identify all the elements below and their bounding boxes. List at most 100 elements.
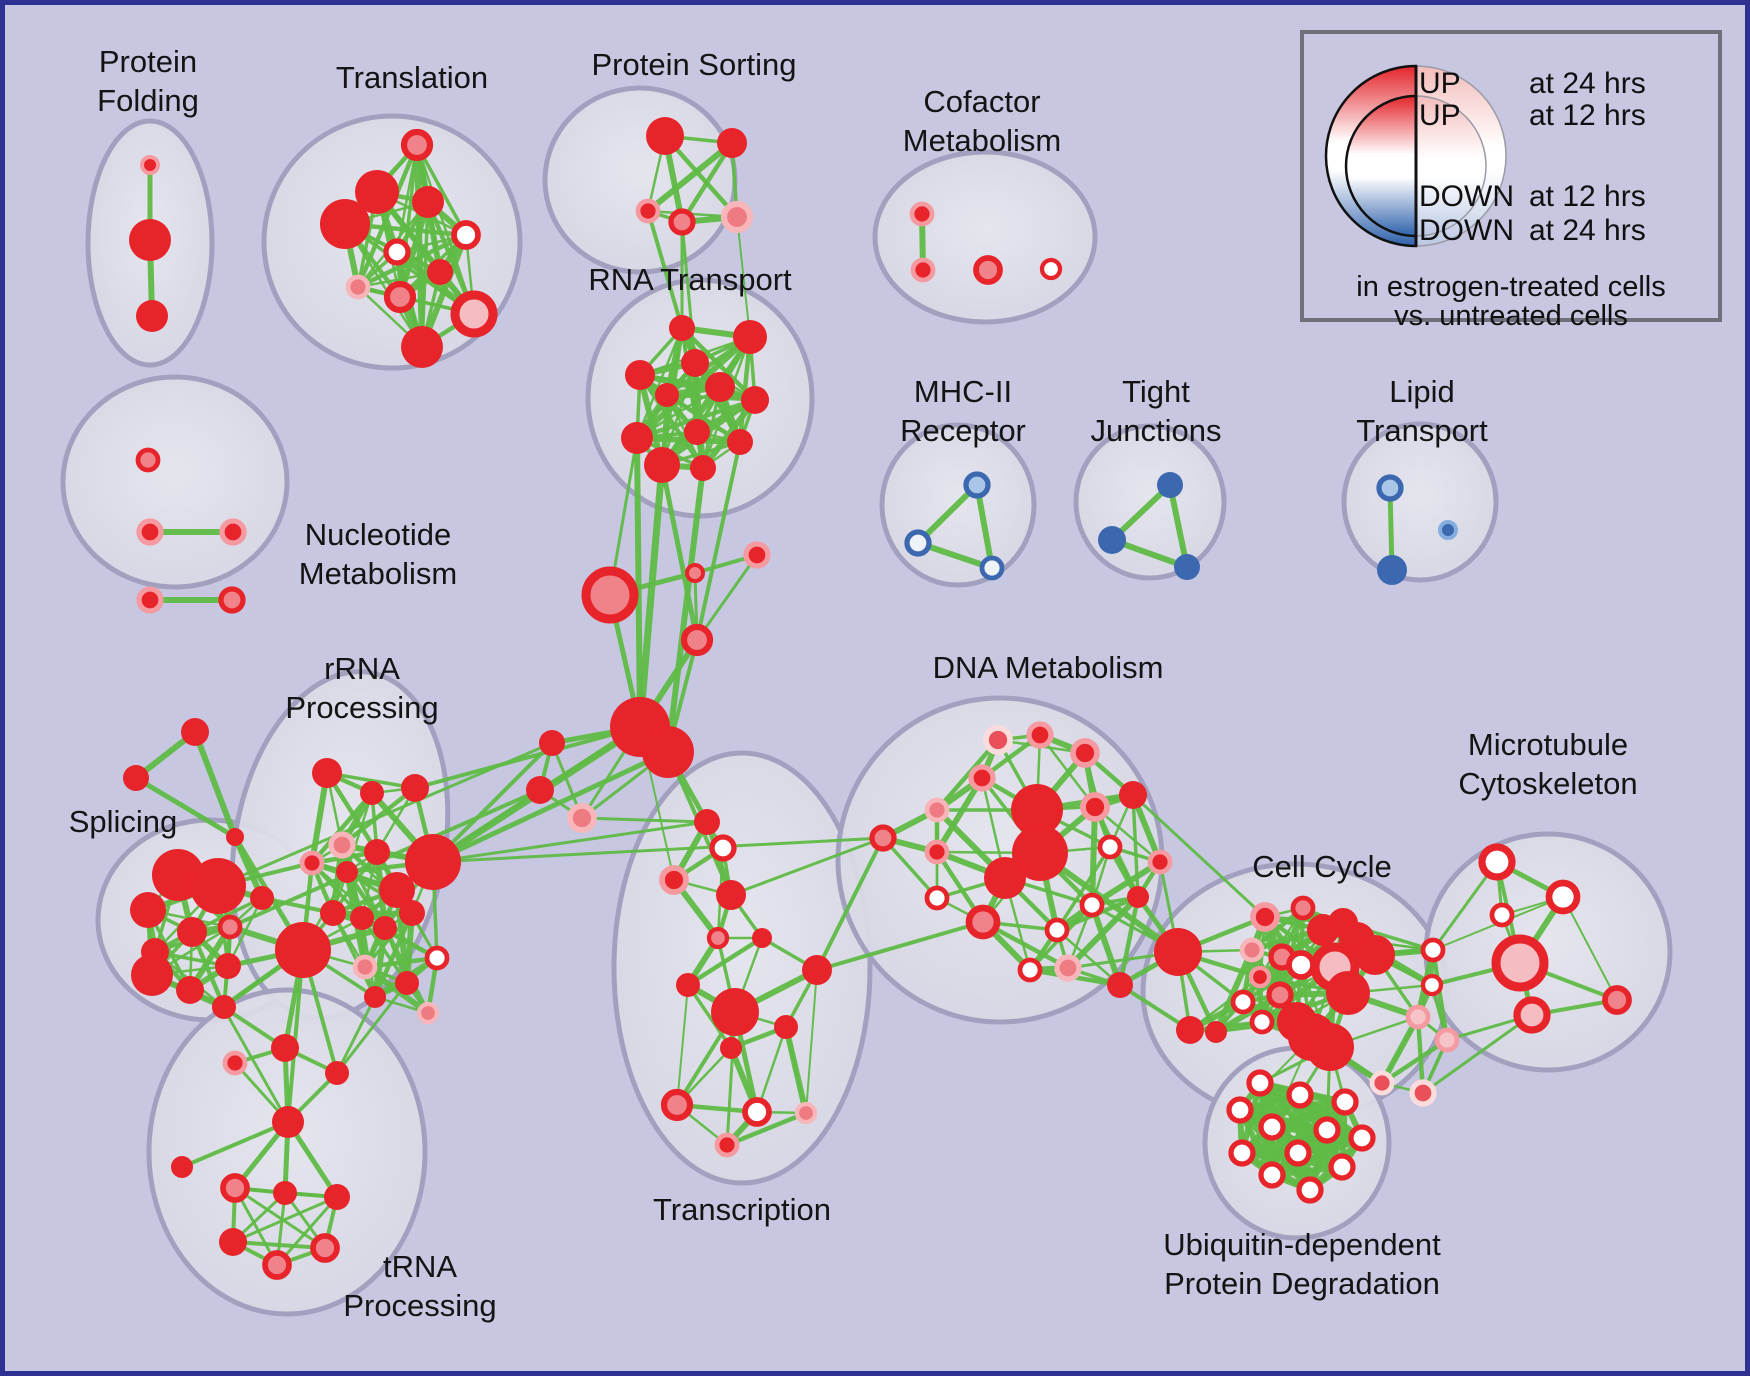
edge-backbone [695,553,759,642]
edge-protein-sorting [645,140,735,214]
node-protein-sorting-0 [646,117,684,155]
node-dna-metabolism-17 [1044,917,1070,943]
node-cell-cycle-15 [1355,935,1395,975]
node-rrna-processing-9 [320,900,346,926]
edge-intercluster [413,725,642,790]
node-dna-metabolism-20 [1054,954,1082,982]
node-rrna-processing-6 [336,861,358,883]
node-ubiquitin-degradation-10 [1258,1161,1286,1189]
cluster-label-cofactor-metabolism-line2: Metabolism [903,123,1062,158]
node-backbone-9 [181,718,209,746]
node-microtubule-cytoskeleton-1 [1545,879,1581,915]
node-trna-processing-10 [310,1233,340,1263]
node-backbone-8 [567,803,597,833]
cluster-label-tight-junctions-line1: Tight [1122,374,1190,409]
node-protein-folding-0 [140,155,160,175]
node-ubiquitin-degradation-5 [1313,1116,1341,1144]
node-cell-cycle-20 [1306,1023,1354,1071]
node-translation-2 [412,186,444,218]
node-protein-sorting-2 [635,198,661,224]
node-microtubule-cytoskeleton-0 [1478,843,1516,881]
node-backbone-6 [539,730,565,756]
node-rrna-processing-13 [275,922,331,978]
cluster-label-trna-processing-line1: tRNA [383,1249,457,1284]
node-rna-transport-9 [727,429,753,455]
node-rrna-processing-16 [395,971,419,995]
node-nucleotide-metabolism-0 [135,447,161,473]
cluster-label-cell-cycle: Cell Cycle [1252,849,1392,884]
edge-translation [356,270,442,289]
node-dna-metabolism-0 [983,725,1013,755]
node-transcription-1 [709,834,737,862]
node-protein-sorting-3 [668,208,696,236]
edge-intercluster [695,440,742,642]
node-dna-metabolism-5 [1080,792,1110,822]
node-cell-cycle-6 [1230,989,1256,1015]
node-lipid-transport-0 [1376,474,1404,502]
node-ubiquitin-degradation-8 [1284,1139,1312,1167]
node-protein-sorting-1 [717,128,747,158]
node-nucleotide-metabolism-4 [218,586,246,614]
cluster-label-nucleotide-metabolism-line2: Metabolism [299,556,458,591]
node-rrna-processing-3 [328,831,356,859]
edge-translation [415,143,468,237]
node-translation-5 [383,238,411,266]
edge-intercluster [431,820,709,864]
edge-protein-sorting [679,140,735,225]
edge-trna-processing [180,1120,290,1169]
node-translation-6 [427,259,453,285]
node-transcription-0 [694,809,720,835]
node-translation-10 [401,326,443,368]
edge-intercluster [736,216,751,338]
legend-down12-dir: DOWN [1419,180,1514,213]
edge-trna-processing [231,1195,339,1244]
cluster-label-protein-sorting: Protein Sorting [591,47,796,82]
node-translation-1 [355,170,399,214]
node-cell-cycle-8 [1249,1009,1275,1035]
node-transcription-12 [742,1097,772,1127]
node-protein-folding-2 [136,300,168,332]
edge-rrna-processing [372,910,415,1000]
node-transcription-9 [774,1015,798,1039]
node-trna-processing-6 [220,1173,250,1203]
cluster-label-protein-folding-line1: Protein [99,44,197,79]
node-backbone-7 [526,776,554,804]
node-dna-metabolism-3 [968,764,996,792]
legend-up12-dir: UP [1419,99,1461,132]
node-rrna-processing-5 [364,839,390,865]
node-rna-transport-11 [690,455,716,481]
node-nucleotide-metabolism-2 [219,518,247,546]
cluster-label-lipid-transport-line2: Transport [1356,413,1488,448]
node-rrna-processing-18 [416,1001,440,1025]
edge-intercluster [1037,850,1181,955]
cluster-label-microtubule-cytoskeleton-line1: Microtubule [1468,727,1628,762]
edge-tight-junctions [1167,482,1190,570]
node-transcription-10 [720,1037,742,1059]
legend-up24-dir: UP [1419,67,1461,100]
legend-up24-time: at 24 hrs [1529,67,1646,100]
node-rrna-processing-1 [360,781,384,805]
legend-down24-time: at 24 hrs [1529,214,1646,247]
cluster-label-mhc-ii-receptor-line1: MHC-II [914,374,1012,409]
node-splicing-10 [250,886,274,910]
node-tight-junctions-2 [1174,554,1200,580]
node-rrna-processing-17 [364,986,386,1008]
legend-up12-time: at 12 hrs [1529,99,1646,132]
node-translation-4 [451,220,481,250]
node-dna-metabolism-12 [1097,834,1123,860]
node-transcription-5 [752,928,772,948]
node-cell-cycle-1 [1250,902,1280,932]
node-dna-metabolism-15 [1127,886,1149,908]
node-translation-7 [345,274,371,300]
edge-trna-processing [275,1195,339,1267]
edge-rna-transport [637,372,706,471]
node-trna-processing-1 [222,1050,248,1076]
edge-transcription [686,983,733,1050]
node-splicing-7 [176,976,204,1004]
node-cell-cycle-26 [1409,1079,1437,1107]
cluster-ellipse-nucleotide-metabolism [60,374,290,590]
node-ubiquitin-degradation-3 [1226,1096,1254,1124]
cluster-label-rrna-processing-line1: rRNA [324,651,400,686]
